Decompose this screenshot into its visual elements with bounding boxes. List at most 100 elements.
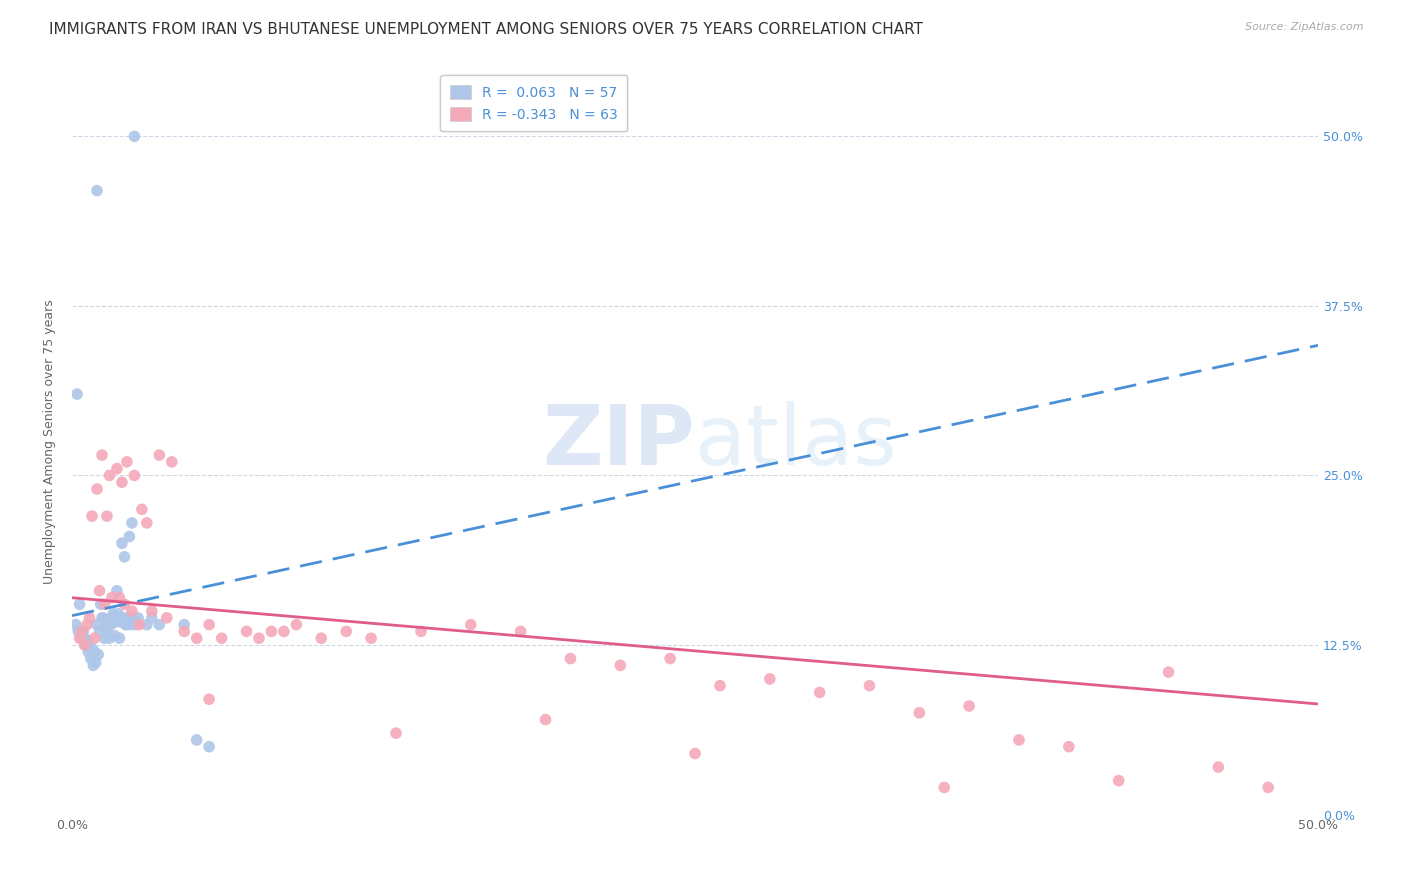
Point [285, 617, 308, 632]
Text: IMMIGRANTS FROM IRAN VS BHUTANESE UNEMPLOYMENT AMONG SENIORS OVER 75 YEARS CORRE: IMMIGRANTS FROM IRAN VS BHUTANESE UNEMPL… [49, 22, 924, 37]
Point [73, 638, 96, 652]
Point [110, 615, 132, 629]
Point [69, 597, 91, 611]
Point [1257, 780, 1279, 795]
Point [160, 455, 183, 469]
Point [111, 475, 134, 490]
Point [273, 624, 295, 639]
Point [198, 739, 221, 754]
Point [124, 468, 146, 483]
Point [98, 468, 121, 483]
Point [124, 129, 146, 144]
Point [111, 536, 134, 550]
Point [409, 624, 432, 639]
Point [112, 611, 135, 625]
Point [108, 631, 131, 645]
Point [84, 656, 107, 670]
Point [934, 780, 956, 795]
Point [80, 651, 103, 665]
Point [1057, 739, 1080, 754]
Legend: R =  0.063   N = 57, R = -0.343   N = 63: R = 0.063 N = 57, R = -0.343 N = 63 [440, 76, 627, 131]
Point [114, 617, 136, 632]
Point [70, 624, 93, 639]
Point [86, 482, 108, 496]
Point [86, 617, 108, 632]
Point [131, 502, 153, 516]
Point [69, 631, 91, 645]
Point [80, 509, 103, 524]
Text: Source: ZipAtlas.com: Source: ZipAtlas.com [1246, 22, 1364, 32]
Point [108, 591, 131, 605]
Point [1208, 760, 1230, 774]
Point [104, 615, 127, 629]
Point [1008, 733, 1031, 747]
Point [89, 624, 111, 639]
Point [73, 631, 96, 645]
Point [659, 651, 682, 665]
Point [76, 617, 98, 632]
Point [67, 624, 90, 639]
Point [148, 448, 170, 462]
Point [86, 184, 108, 198]
Point [122, 611, 145, 625]
Point [91, 611, 114, 625]
Point [1108, 773, 1130, 788]
Point [311, 631, 333, 645]
Point [101, 611, 124, 625]
Text: ZIP: ZIP [543, 401, 695, 482]
Point [198, 617, 221, 632]
Point [198, 692, 221, 706]
Point [76, 634, 98, 648]
Point [335, 624, 357, 639]
Point [127, 611, 149, 625]
Point [117, 611, 139, 625]
Point [808, 685, 831, 699]
Point [93, 631, 115, 645]
Point [683, 747, 706, 761]
Point [156, 611, 179, 625]
Point [79, 611, 101, 625]
Point [65, 617, 87, 632]
Point [83, 631, 105, 645]
Point [105, 461, 128, 475]
Point [80, 642, 103, 657]
Point [72, 624, 94, 639]
Point [107, 607, 129, 621]
Point [173, 617, 195, 632]
Point [93, 597, 115, 611]
Point [121, 516, 143, 530]
Point [90, 597, 112, 611]
Point [858, 679, 880, 693]
Point [124, 617, 146, 632]
Point [91, 448, 114, 462]
Point [103, 607, 125, 621]
Point [100, 617, 122, 632]
Point [77, 645, 100, 659]
Point [709, 679, 731, 693]
Point [69, 631, 91, 645]
Point [141, 604, 163, 618]
Point [135, 617, 157, 632]
Point [135, 516, 157, 530]
Point [186, 631, 208, 645]
Point [509, 624, 531, 639]
Point [87, 648, 110, 662]
Point [148, 617, 170, 632]
Point [66, 387, 89, 401]
Text: atlas: atlas [695, 401, 897, 482]
Point [121, 604, 143, 618]
Point [94, 620, 117, 634]
Point [101, 591, 124, 605]
Point [115, 455, 138, 469]
Point [173, 624, 195, 639]
Point [141, 611, 163, 625]
Point [235, 624, 257, 639]
Point [91, 611, 114, 625]
Point [211, 631, 233, 645]
Point [609, 658, 631, 673]
Point [83, 645, 105, 659]
Point [118, 529, 141, 543]
Point [247, 631, 270, 645]
Point [460, 617, 482, 632]
Point [1157, 665, 1180, 679]
